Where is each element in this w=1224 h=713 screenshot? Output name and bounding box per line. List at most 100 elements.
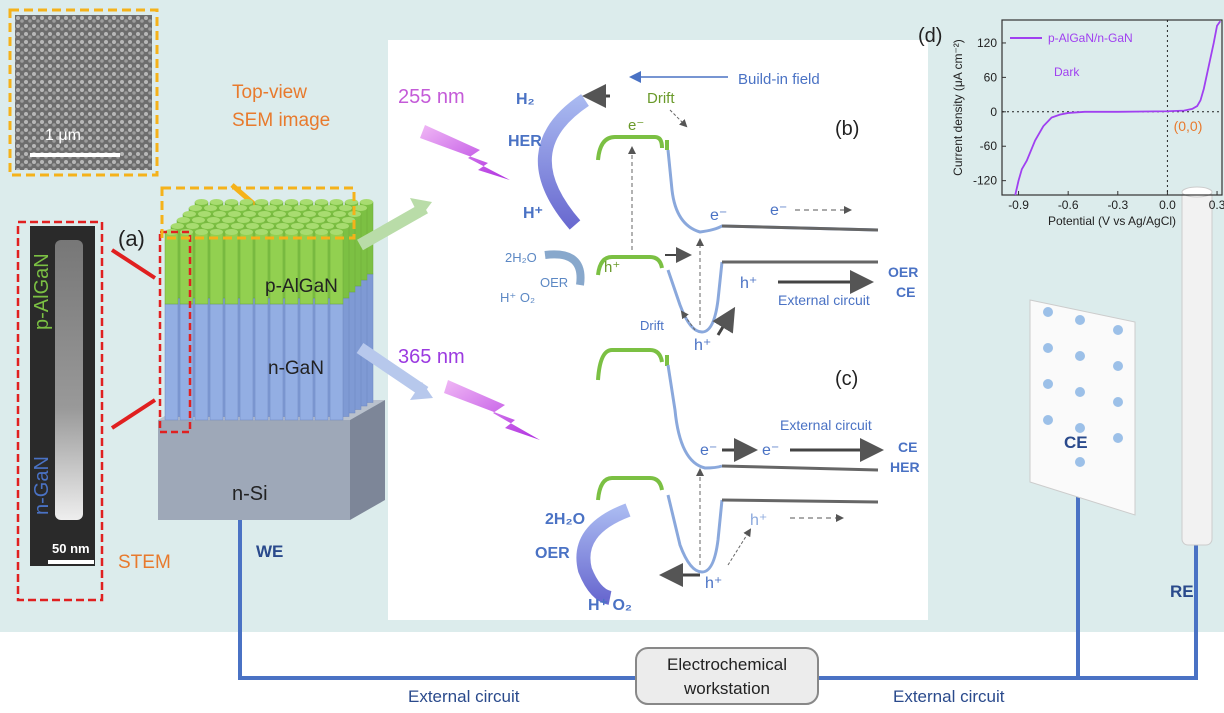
- annotation: Dark: [1054, 65, 1080, 79]
- ce-dot: [1113, 325, 1123, 335]
- wire-n: [330, 304, 343, 420]
- wire-top: [255, 229, 268, 235]
- wire-top: [336, 223, 349, 229]
- panel-tag: (c): [835, 368, 858, 390]
- x-tick-label: -0.3: [1107, 198, 1128, 212]
- wire-top: [306, 223, 319, 229]
- product: H⁺ O₂: [588, 597, 632, 614]
- wire-top: [219, 205, 232, 211]
- wire-top: [207, 217, 220, 223]
- electrode-label: CE: [1064, 433, 1088, 452]
- wire-top: [345, 199, 358, 205]
- sem-caption: SEM image: [232, 110, 330, 131]
- wire-top: [222, 217, 235, 223]
- stem-n-label: n-GaN: [31, 456, 53, 515]
- electron: e⁻: [700, 442, 717, 459]
- wire-top: [333, 211, 346, 217]
- wire-top: [276, 223, 289, 229]
- wire-top: [279, 205, 292, 211]
- stem-caption: STEM: [118, 552, 171, 573]
- hole: h⁺: [740, 275, 757, 292]
- counter-label: OER: [888, 264, 918, 280]
- wire-top: [321, 223, 334, 229]
- wire-top: [231, 223, 244, 229]
- wire-n: [225, 304, 238, 420]
- circuit-label: External circuit: [778, 292, 870, 308]
- wire-top: [354, 205, 367, 211]
- si-side: [350, 400, 385, 520]
- ce-dot: [1043, 415, 1053, 425]
- workstation-label: Electrochemical: [667, 655, 787, 674]
- wire-top: [240, 199, 253, 205]
- ce-dot: [1075, 387, 1085, 397]
- ce-dot: [1113, 361, 1123, 371]
- sem-caption: Top-view: [232, 82, 307, 103]
- reaction: OER: [540, 275, 568, 290]
- ce-dot: [1075, 457, 1085, 467]
- wire-top: [234, 205, 247, 211]
- electrode-label: WE: [256, 542, 283, 561]
- wire-top: [315, 199, 328, 205]
- field-label: Build-in field: [738, 71, 820, 88]
- layer-label: p-AlGaN: [265, 276, 338, 297]
- wavelength: 365 nm: [398, 346, 465, 368]
- x-tick-label: -0.6: [1058, 198, 1079, 212]
- wire-top: [312, 217, 325, 223]
- reactant: 2H₂O: [545, 511, 585, 528]
- stem-scale-bar: [48, 560, 94, 564]
- wire-top: [309, 205, 322, 211]
- y-tick-label: 60: [984, 70, 998, 84]
- ce-dot: [1113, 433, 1123, 443]
- x-tick-label: 0.3: [1209, 198, 1224, 212]
- legend-label: p-AlGaN/n-GaN: [1048, 31, 1133, 45]
- wire-top: [282, 217, 295, 223]
- drift-label: Drift: [640, 318, 664, 333]
- sem-image: [15, 15, 152, 170]
- hole: h⁺: [694, 337, 711, 354]
- wire-top: [171, 223, 184, 229]
- wire-top: [186, 223, 199, 229]
- wire-n: [240, 304, 253, 420]
- si-front: [158, 420, 350, 520]
- wire-top: [264, 205, 277, 211]
- wire-top: [360, 199, 373, 205]
- wire-top: [192, 217, 205, 223]
- ce-dot: [1043, 307, 1053, 317]
- wire-top: [252, 217, 265, 223]
- wire-top: [327, 217, 340, 223]
- wire-top: [246, 223, 259, 229]
- reaction: OER: [535, 545, 570, 562]
- counter-label: CE: [896, 284, 915, 300]
- wire-top: [240, 229, 253, 235]
- y-tick-label: 120: [977, 36, 997, 50]
- wire-top: [330, 199, 343, 205]
- ce-dot: [1043, 343, 1053, 353]
- annotation: (0,0): [1174, 118, 1203, 134]
- wire-top: [243, 211, 256, 217]
- chart-tag: (d): [918, 25, 942, 47]
- wire-top: [216, 223, 229, 229]
- reactant: H⁺: [523, 205, 543, 222]
- wire-top: [270, 199, 283, 205]
- wire-n: [195, 304, 208, 420]
- wire-top: [330, 229, 343, 235]
- wire-top: [249, 205, 262, 211]
- wire-top: [225, 199, 238, 205]
- wire-top: [288, 211, 301, 217]
- wire-top: [291, 223, 304, 229]
- wire-top: [201, 223, 214, 229]
- x-tick-label: 0.0: [1159, 198, 1176, 212]
- drift-label: Drift: [647, 90, 675, 107]
- wire-top: [303, 211, 316, 217]
- wire-top: [255, 199, 268, 205]
- stem-scale: 50 nm: [52, 541, 90, 556]
- y-tick-label: 0: [990, 105, 997, 119]
- reference-electrode: [1182, 190, 1212, 545]
- wire-top: [300, 199, 313, 205]
- wire-top: [225, 229, 238, 235]
- wire-top: [315, 229, 328, 235]
- circuit-label: External circuit: [408, 687, 520, 706]
- layer-label: n-Si: [232, 483, 268, 505]
- electron: e⁻: [770, 202, 787, 219]
- wire-top: [258, 211, 271, 217]
